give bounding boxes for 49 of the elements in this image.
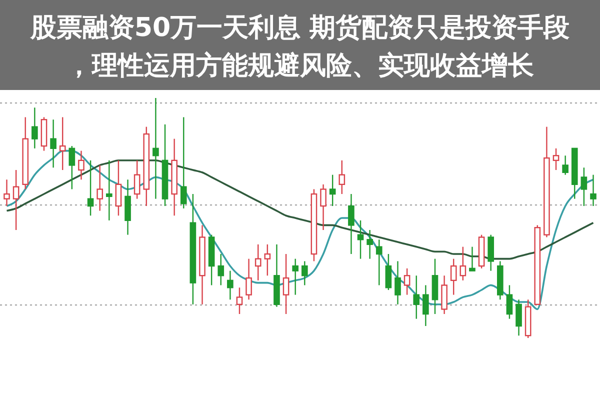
candlestick	[68, 145, 76, 190]
candlestick	[590, 174, 596, 207]
candlestick	[329, 174, 336, 207]
candlestick	[246, 258, 252, 300]
candlestick	[450, 258, 457, 296]
candlestick	[348, 193, 354, 255]
chart-title: 股票融资50万一天利息 期货配资只是投资手段，理性运用方能规避风险、实现收益增长	[29, 13, 571, 81]
candlestick	[357, 220, 364, 260]
candlestick	[580, 167, 588, 207]
candlestick	[236, 287, 243, 315]
candlestick	[134, 160, 140, 200]
candlestick	[32, 107, 38, 149]
candlestick	[282, 253, 290, 315]
candlestick	[227, 270, 234, 300]
candlestick	[469, 246, 476, 272]
candlestick	[432, 258, 438, 315]
candlestick	[394, 260, 401, 305]
candlestick	[301, 260, 308, 286]
candlestick	[366, 229, 373, 260]
candlestick	[516, 299, 522, 336]
candlestick	[441, 275, 448, 315]
candlestick	[506, 284, 513, 320]
candlestick	[292, 258, 299, 296]
candlestick	[404, 268, 410, 296]
candlestick	[106, 160, 112, 221]
candlestick	[385, 253, 392, 291]
candlestick	[552, 148, 560, 171]
candlestick	[59, 116, 66, 171]
candlestick	[124, 179, 131, 236]
candlestick	[50, 119, 56, 168]
candlestick	[264, 244, 271, 276]
candlestick	[562, 155, 568, 176]
candlestick	[320, 184, 326, 231]
candlestick	[96, 164, 104, 212]
candlestick	[376, 239, 382, 286]
candlestick	[254, 244, 262, 281]
candlestick	[413, 275, 420, 320]
candlestick	[488, 234, 494, 272]
candlestick	[12, 169, 20, 231]
candlestick	[422, 284, 429, 327]
candlestick	[78, 150, 84, 180]
candlestick	[152, 97, 159, 200]
candlestick	[4, 179, 10, 207]
candlestick	[115, 160, 122, 216]
candlestick	[87, 160, 94, 216]
candlestick	[338, 160, 346, 195]
candlestick	[180, 116, 187, 209]
candlestick	[218, 253, 224, 286]
candlestick	[460, 246, 466, 281]
